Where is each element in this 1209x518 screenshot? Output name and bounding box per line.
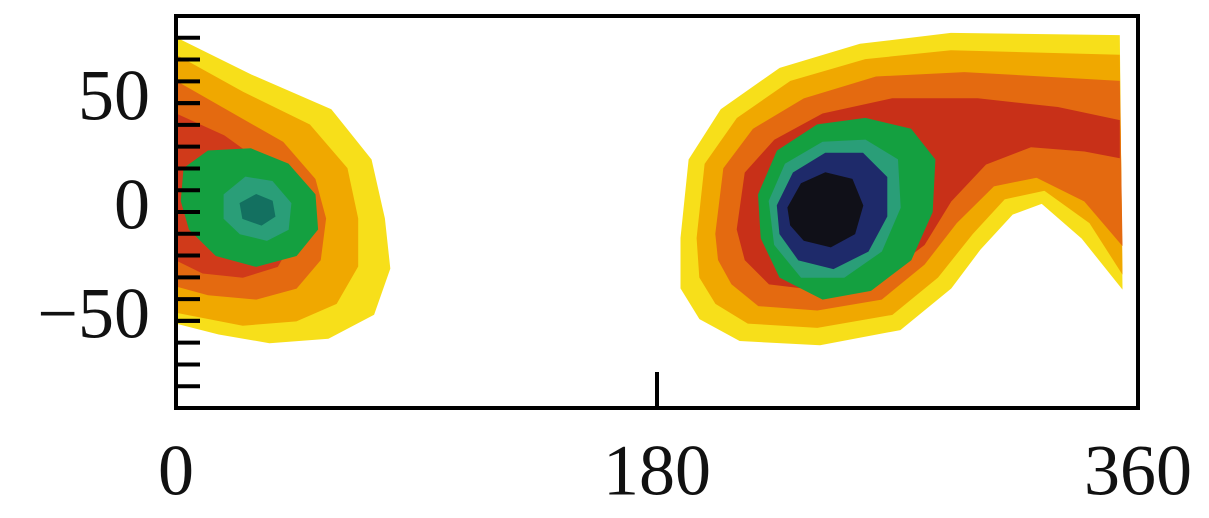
y-tick-label: −50 [37,273,150,353]
contour-region [239,194,276,226]
x-tick-label: 180 [603,431,711,511]
y-tick-label: 50 [78,56,150,136]
y-tick-label: 0 [114,165,150,245]
contour-region [787,172,864,248]
contour-regions [176,32,1123,346]
x-tick-label: 0 [158,431,194,511]
x-tick-label: 360 [1084,431,1192,511]
